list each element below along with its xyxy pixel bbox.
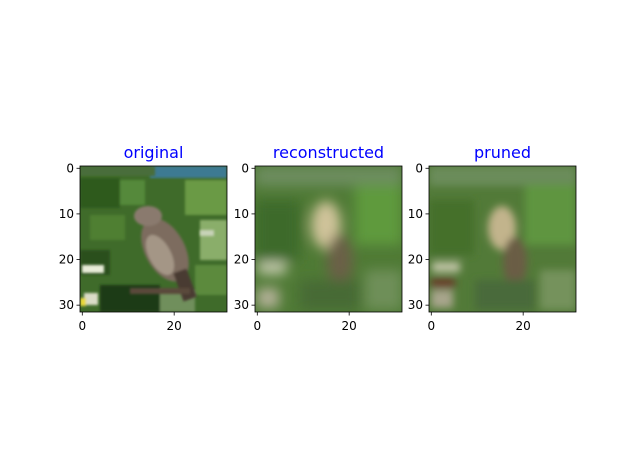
axes-frame [428, 165, 577, 313]
panel-title: original [124, 143, 184, 162]
y-tick-label: 30 [59, 298, 74, 312]
x-ticks: 0 20 [427, 312, 531, 333]
image-original [80, 166, 227, 312]
axes-frame [79, 165, 228, 313]
y-ticks: 0 10 20 30 [408, 161, 429, 312]
y-tick-label: 20 [59, 253, 74, 267]
y-ticks: 0 10 20 30 [59, 161, 80, 312]
image-reconstructed [255, 166, 402, 312]
x-tick-label: 0 [427, 319, 435, 333]
y-tick-label: 0 [66, 161, 74, 175]
axes-frame [254, 165, 403, 313]
x-tick-label: 0 [253, 319, 261, 333]
y-ticks: 0 10 20 30 [234, 161, 255, 312]
x-tick-label: 20 [516, 319, 531, 333]
image-pruned [429, 166, 576, 312]
y-tick-label: 0 [415, 161, 423, 175]
x-ticks: 0 20 [78, 312, 182, 333]
subplot-reconstructed: reconstructed 0 20 0 10 20 30 [234, 143, 403, 333]
y-tick-label: 10 [234, 207, 249, 221]
y-tick-label: 30 [408, 298, 423, 312]
y-tick-label: 30 [234, 298, 249, 312]
x-ticks: 0 20 [253, 312, 357, 333]
y-tick-label: 0 [241, 161, 249, 175]
y-tick-label: 10 [59, 207, 74, 221]
panel-title: reconstructed [273, 143, 384, 162]
y-tick-label: 20 [408, 253, 423, 267]
panel-title: pruned [474, 143, 531, 162]
x-tick-label: 20 [342, 319, 357, 333]
x-tick-label: 20 [167, 319, 182, 333]
subplot-original: original [59, 143, 228, 333]
y-tick-label: 20 [234, 253, 249, 267]
x-tick-label: 0 [78, 319, 86, 333]
y-tick-label: 10 [408, 207, 423, 221]
subplot-pruned: pruned 0 20 0 10 20 30 [408, 143, 577, 333]
